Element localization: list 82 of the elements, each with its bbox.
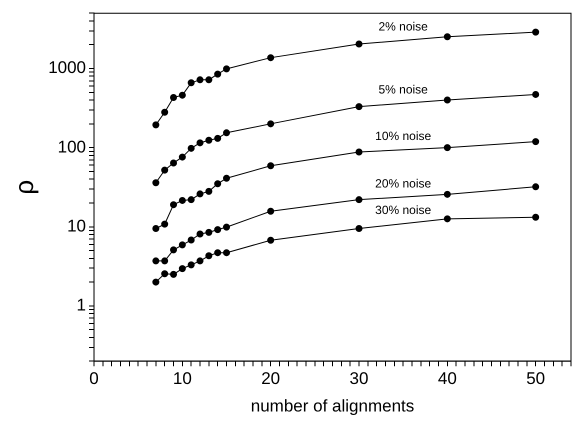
- y-tick-label: 10: [67, 216, 86, 236]
- series-label: 30% noise: [375, 202, 432, 217]
- point: [170, 94, 178, 102]
- y-tick-label: 1: [76, 296, 86, 315]
- y-axis-title: ρ: [8, 180, 39, 195]
- point: [356, 148, 363, 156]
- point: [196, 190, 204, 198]
- point: [444, 33, 451, 40]
- point: [152, 121, 160, 128]
- point: [161, 166, 168, 174]
- point: [214, 70, 222, 78]
- point: [205, 228, 212, 236]
- point: [356, 40, 363, 48]
- point: [170, 159, 178, 166]
- point: [267, 54, 274, 62]
- point: [178, 154, 186, 161]
- point: [267, 208, 274, 215]
- point: [188, 196, 195, 204]
- point: [205, 76, 212, 84]
- point: [196, 257, 204, 264]
- y-tick-label: 100: [58, 137, 86, 156]
- point: [532, 28, 540, 36]
- point: [178, 92, 186, 99]
- point: [188, 261, 195, 268]
- point: [444, 215, 451, 222]
- point: [356, 225, 363, 232]
- point: [152, 179, 160, 186]
- x-tick-label: 20: [261, 369, 280, 388]
- series-label: 20% noise: [375, 176, 432, 190]
- point: [356, 196, 363, 204]
- point: [170, 270, 178, 278]
- point: [223, 224, 230, 231]
- series-label: 5% noise: [378, 82, 428, 97]
- x-tick-label: 10: [172, 369, 192, 388]
- y-tick-label: 1000: [48, 58, 86, 78]
- point: [214, 180, 222, 188]
- x-tick-label: 40: [438, 369, 457, 388]
- point: [223, 65, 230, 72]
- point: [532, 138, 540, 146]
- point: [214, 226, 222, 234]
- point: [532, 183, 540, 190]
- series-label: 10% noise: [375, 129, 432, 144]
- point: [152, 225, 160, 232]
- point: [196, 230, 204, 238]
- point: [178, 265, 186, 272]
- x-axis-title: number of alignments: [250, 396, 414, 416]
- x-tick-label: 30: [350, 369, 368, 388]
- point: [444, 190, 451, 198]
- point: [161, 257, 168, 264]
- point: [188, 79, 195, 86]
- point: [152, 278, 160, 286]
- point: [214, 134, 222, 142]
- x-tick-label: 50: [526, 369, 546, 388]
- point: [205, 252, 212, 260]
- point: [178, 241, 186, 248]
- point: [532, 214, 540, 221]
- point: [356, 103, 363, 110]
- point: [223, 174, 230, 182]
- point: [267, 120, 274, 128]
- point: [178, 196, 186, 204]
- point: [444, 144, 451, 152]
- point: [267, 162, 274, 170]
- point: [205, 136, 212, 144]
- x-tick-label: 0: [89, 369, 99, 388]
- point: [161, 220, 168, 228]
- point: [223, 129, 230, 136]
- point: [205, 188, 212, 195]
- point: [267, 236, 274, 244]
- point: [161, 108, 168, 116]
- point: [170, 201, 178, 208]
- point: [196, 139, 204, 146]
- point: [532, 90, 540, 98]
- point: [188, 144, 195, 152]
- point: [196, 76, 204, 84]
- series-label: 2% noise: [378, 20, 428, 34]
- point: [188, 236, 195, 244]
- point: [161, 270, 168, 278]
- point: [223, 249, 230, 256]
- point: [152, 257, 160, 264]
- point: [170, 246, 178, 254]
- point: [214, 249, 222, 256]
- point: [444, 96, 451, 104]
